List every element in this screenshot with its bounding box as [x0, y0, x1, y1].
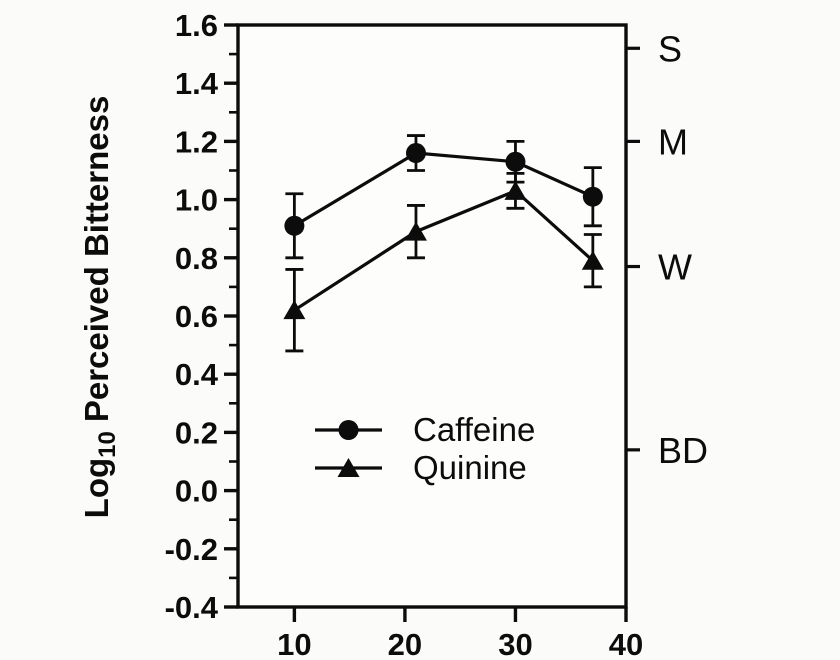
legend-marker-caffeine	[338, 420, 359, 440]
y-tick-label: 0.4	[175, 357, 219, 392]
quinine-marker	[283, 300, 306, 320]
y-tick-label: 0.6	[175, 299, 218, 334]
right-axis-label-m: M	[658, 121, 688, 162]
quinine-marker	[504, 180, 527, 200]
y-tick-label: 0.8	[175, 241, 218, 276]
y-tick-label: -0.4	[165, 590, 219, 625]
caffeine-marker	[284, 215, 305, 236]
y-axis-title: Log10Perceived Bitterness	[78, 96, 121, 519]
x-tick-label: 10	[277, 627, 311, 660]
caffeine-marker	[582, 186, 603, 207]
y-tick-label: 0.2	[175, 415, 218, 450]
caffeine-marker	[405, 143, 426, 164]
x-tick-label: 40	[609, 627, 643, 660]
quinine-marker	[404, 221, 427, 241]
right-axis-label-s: S	[658, 28, 682, 69]
right-axis-label-w: W	[658, 247, 692, 288]
x-tick-label: 30	[498, 627, 532, 660]
y-tick-label: 1.0	[175, 183, 218, 218]
quinine-marker	[581, 250, 604, 270]
quinine-line	[293, 189, 594, 312]
x-axis: 10 20 30 40	[277, 607, 643, 660]
x-tick-label: 20	[388, 627, 422, 660]
legend-label-quinine: Quinine	[413, 449, 527, 486]
y-tick-label: 1.2	[175, 124, 218, 159]
plot-frame	[236, 23, 628, 609]
series-quinine	[283, 172, 604, 353]
y-tick-label: -0.2	[165, 532, 218, 567]
right-axis: S M W BD	[626, 28, 708, 471]
y-tick-label: 1.4	[175, 66, 219, 101]
y-tick-label: 0.0	[175, 474, 218, 509]
legend-label-caffeine: Caffeine	[413, 411, 535, 448]
legend-marker-quinine	[337, 458, 360, 477]
y-tick-label: 1.6	[175, 8, 218, 43]
right-axis-label-bd: BD	[658, 430, 708, 471]
caffeine-marker	[505, 151, 526, 172]
y-axis: -0.4 -0.2 0.0 0.2 0.4 0.6 0.8 1.0 1.2 1.4 1.6	[165, 8, 238, 625]
caffeine-line	[293, 151, 594, 228]
